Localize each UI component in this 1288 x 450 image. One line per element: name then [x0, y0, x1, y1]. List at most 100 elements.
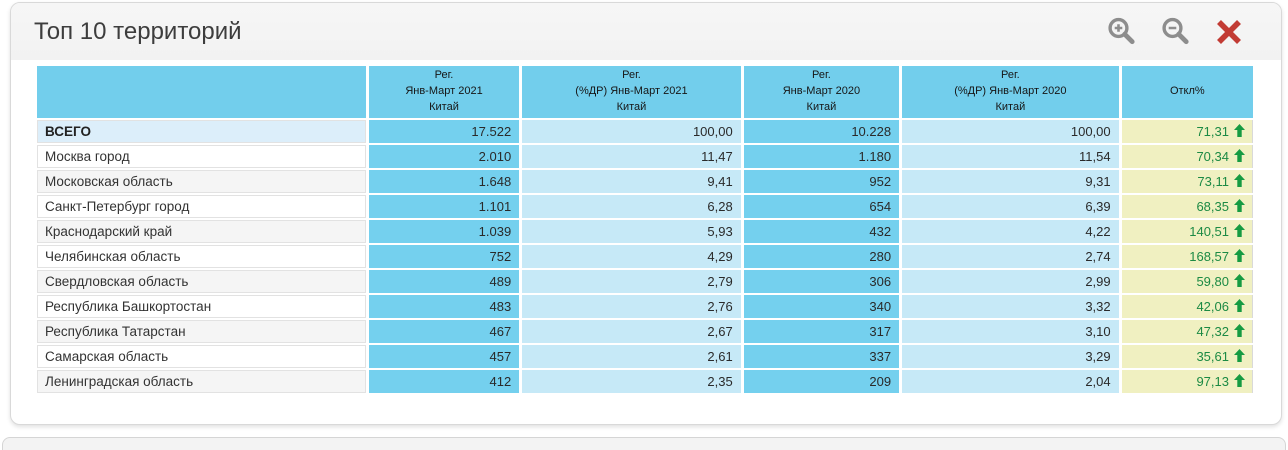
table-row: Самарская область 457 2,61 337 3,29 35,61 — [37, 344, 1253, 368]
reg-2021-cell[interactable]: 2.010 — [368, 144, 520, 168]
share-2020-cell[interactable]: 2,99 — [902, 269, 1119, 293]
territory-cell[interactable]: Краснодарский край — [37, 219, 366, 243]
reg-2021-cell[interactable]: 483 — [368, 294, 520, 318]
share-2020-cell[interactable]: 3,29 — [902, 344, 1119, 368]
territory-cell[interactable]: Ленинградская область — [37, 369, 366, 393]
close-button[interactable] — [1213, 16, 1245, 48]
reg-2021-cell[interactable]: 489 — [368, 269, 520, 293]
table-row: Московская область 1.648 9,41 952 9,31 73,11 — [37, 169, 1253, 193]
share-2021-cell[interactable]: 11,47 — [522, 144, 741, 168]
share-2020-cell[interactable]: 2,04 — [902, 369, 1119, 393]
reg-2020-cell[interactable]: 432 — [743, 219, 900, 243]
share-2021-cell[interactable]: 2,79 — [522, 269, 741, 293]
share-2020-cell[interactable]: 9,31 — [902, 169, 1119, 193]
column-header-territory[interactable] — [37, 66, 366, 118]
share-2021-cell[interactable]: 2,76 — [522, 294, 741, 318]
panel-body: Рег. Янв-Март 2021 Китай Рег. (%ДР) Янв-Март… — [11, 60, 1281, 395]
share-2020-cell[interactable]: 4,22 — [902, 219, 1119, 243]
reg-2020-cell[interactable]: 337 — [743, 344, 900, 368]
column-header-share-2020[interactable]: Рег. (%ДР) Янв-Март 2020 Китай — [902, 66, 1119, 118]
up-arrow-icon — [1234, 373, 1245, 387]
column-header-reg-2021[interactable]: Рег. Янв-Март 2021 Китай — [368, 66, 520, 118]
table-row: Республика Башкортостан 483 2,76 340 3,32 42,… — [37, 294, 1253, 318]
territory-cell[interactable]: Санкт-Петербург город — [37, 194, 366, 218]
zoom-out-button[interactable] — [1159, 16, 1191, 48]
reg-2021-cell[interactable]: 457 — [368, 344, 520, 368]
reg-2021-cell[interactable]: 752 — [368, 244, 520, 268]
share-2021-cell[interactable]: 2,61 — [522, 344, 741, 368]
reg-2020-cell[interactable]: 654 — [743, 194, 900, 218]
territory-cell[interactable]: Московская область — [37, 169, 366, 193]
table-row: Республика Татарстан 467 2,67 317 3,10 47,32 — [37, 319, 1253, 343]
table-row: Свердловская область 489 2,79 306 2,99 59,80 — [37, 269, 1253, 293]
share-2021-cell[interactable]: 6,28 — [522, 194, 741, 218]
up-arrow-icon — [1234, 348, 1245, 362]
reg-2020-cell[interactable]: 280 — [743, 244, 900, 268]
reg-2021-cell[interactable]: 1.039 — [368, 219, 520, 243]
reg-2020-cell[interactable]: 340 — [743, 294, 900, 318]
share-2021-cell[interactable]: 4,29 — [522, 244, 741, 268]
up-arrow-icon — [1234, 148, 1245, 162]
share-2021-cell[interactable]: 9,41 — [522, 169, 741, 193]
share-2020-cell[interactable]: 3,32 — [902, 294, 1119, 318]
deviation-cell[interactable]: 168,57 — [1121, 244, 1253, 268]
reg-2020-cell[interactable]: 306 — [743, 269, 900, 293]
share-2021-cell[interactable]: 5,93 — [522, 219, 741, 243]
deviation-value: 42,06 — [1196, 298, 1229, 314]
reg-2020-cell[interactable]: 317 — [743, 319, 900, 343]
deviation-cell[interactable]: 35,61 — [1121, 344, 1253, 368]
close-icon — [1217, 19, 1241, 44]
column-header-share-2021[interactable]: Рег. (%ДР) Янв-Март 2021 Китай — [522, 66, 741, 118]
deviation-cell[interactable]: 59,80 — [1121, 269, 1253, 293]
total-row: ВСЕГО 17.522 100,00 10.228 100,00 71,31 — [37, 119, 1253, 143]
zoom-in-icon — [1107, 17, 1135, 45]
deviation-value: 47,32 — [1196, 323, 1229, 339]
deviation-cell[interactable]: 68,35 — [1121, 194, 1253, 218]
panel-title: Топ 10 территорий — [34, 17, 242, 45]
column-header-reg-2020[interactable]: Рег. Янв-Март 2020 Китай — [743, 66, 900, 118]
zoom-in-button[interactable] — [1105, 16, 1137, 48]
table-row: Санкт-Петербург город 1.101 6,28 654 6,39 68,… — [37, 194, 1253, 218]
territory-cell[interactable]: Свердловская область — [37, 269, 366, 293]
share-2021-cell[interactable]: 100,00 — [522, 119, 741, 143]
territory-cell[interactable]: Республика Татарстан — [37, 319, 366, 343]
deviation-cell[interactable]: 140,51 — [1121, 219, 1253, 243]
deviation-value: 68,35 — [1196, 198, 1229, 214]
deviation-value: 97,13 — [1196, 373, 1229, 389]
top10-territories-panel: Топ 10 территорий — [10, 2, 1282, 425]
reg-2020-cell[interactable]: 209 — [743, 369, 900, 393]
share-2021-cell[interactable]: 2,67 — [522, 319, 741, 343]
territories-table: Рег. Янв-Март 2021 Китай Рег. (%ДР) Янв-Март… — [34, 64, 1256, 395]
deviation-cell[interactable]: 70,34 — [1121, 144, 1253, 168]
deviation-cell[interactable]: 73,11 — [1121, 169, 1253, 193]
territory-cell[interactable]: ВСЕГО — [37, 119, 366, 143]
reg-2021-cell[interactable]: 17.522 — [368, 119, 520, 143]
share-2020-cell[interactable]: 100,00 — [902, 119, 1119, 143]
reg-2021-cell[interactable]: 1.648 — [368, 169, 520, 193]
share-2020-cell[interactable]: 3,10 — [902, 319, 1119, 343]
reg-2021-cell[interactable]: 412 — [368, 369, 520, 393]
up-arrow-icon — [1234, 198, 1245, 212]
share-2020-cell[interactable]: 11,54 — [902, 144, 1119, 168]
share-2020-cell[interactable]: 6,39 — [902, 194, 1119, 218]
collapsed-panel-below[interactable] — [2, 437, 1286, 450]
deviation-value: 168,57 — [1189, 248, 1229, 264]
reg-2021-cell[interactable]: 1.101 — [368, 194, 520, 218]
panel-caption: Топ 10 территорий — [11, 3, 1281, 60]
column-header-deviation[interactable]: Откл% — [1121, 66, 1253, 118]
territory-cell[interactable]: Республика Башкортостан — [37, 294, 366, 318]
deviation-cell[interactable]: 42,06 — [1121, 294, 1253, 318]
reg-2020-cell[interactable]: 952 — [743, 169, 900, 193]
reg-2020-cell[interactable]: 1.180 — [743, 144, 900, 168]
reg-2020-cell[interactable]: 10.228 — [743, 119, 900, 143]
share-2020-cell[interactable]: 2,74 — [902, 244, 1119, 268]
deviation-cell[interactable]: 71,31 — [1121, 119, 1253, 143]
territory-cell[interactable]: Москва город — [37, 144, 366, 168]
territory-cell[interactable]: Самарская область — [37, 344, 366, 368]
deviation-cell[interactable]: 97,13 — [1121, 369, 1253, 393]
share-2021-cell[interactable]: 2,35 — [522, 369, 741, 393]
deviation-cell[interactable]: 47,32 — [1121, 319, 1253, 343]
territory-cell[interactable]: Челябинская область — [37, 244, 366, 268]
reg-2021-cell[interactable]: 467 — [368, 319, 520, 343]
